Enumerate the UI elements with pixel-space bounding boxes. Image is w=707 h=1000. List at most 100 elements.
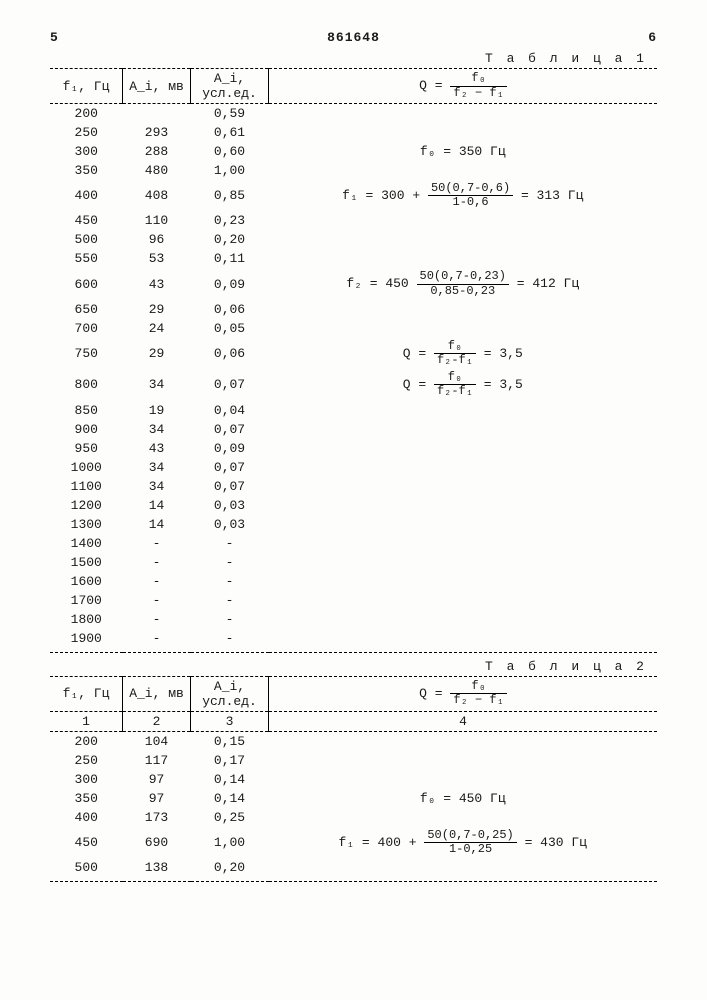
cell-a: 29 xyxy=(123,338,191,369)
table-row: 600430,09f₂ = 450 50(0,7-0,23)0,85-0,23 … xyxy=(50,268,657,299)
cell-f: 650 xyxy=(50,300,123,319)
cell-a: 43 xyxy=(123,439,191,458)
cell-f: 450 xyxy=(50,827,123,858)
cell-au: 0,17 xyxy=(191,751,269,770)
cell-a: - xyxy=(123,629,191,648)
data-table-2: f₁, ГцA_i, мвA_i,усл.ед.Q = f₀f₂ − f₁123… xyxy=(50,676,657,882)
cell-au: 0,09 xyxy=(191,439,269,458)
cell-au: 0,05 xyxy=(191,319,269,338)
cell-f: 1700 xyxy=(50,591,123,610)
cell-a: - xyxy=(123,572,191,591)
cell-formula xyxy=(269,211,658,230)
cell-a: 14 xyxy=(123,496,191,515)
subcol-1: 1 xyxy=(50,711,123,731)
cell-au: 0,03 xyxy=(191,496,269,515)
cell-a: 53 xyxy=(123,249,191,268)
table-row: 1200140,03 xyxy=(50,496,657,515)
cell-formula xyxy=(269,300,658,319)
cell-au: - xyxy=(191,591,269,610)
cell-au: 0,07 xyxy=(191,420,269,439)
col-f: f₁, Гц xyxy=(50,69,123,104)
cell-au: 0,06 xyxy=(191,338,269,369)
table-row: 1500-- xyxy=(50,553,657,572)
cell-f: 350 xyxy=(50,789,123,808)
cell-a: 34 xyxy=(123,420,191,439)
table-row: 1300140,03 xyxy=(50,515,657,534)
cell-formula: f₁ = 400 + 50(0,7-0,25)1-0,25 = 430 Гц xyxy=(269,827,658,858)
cell-formula: Q = f₀f₂-f₁ = 3,5 xyxy=(269,369,658,400)
cell-f: 300 xyxy=(50,770,123,789)
cell-au: 0,60 xyxy=(191,142,269,161)
cell-a: 293 xyxy=(123,123,191,142)
table-row: 750290,06Q = f₀f₂-f₁ = 3,5 xyxy=(50,338,657,369)
cell-formula xyxy=(269,123,658,142)
col-q: Q = f₀f₂ − f₁ xyxy=(269,69,658,104)
cell-formula xyxy=(269,319,658,338)
cell-f: 350 xyxy=(50,161,123,180)
cell-formula xyxy=(269,401,658,420)
subcol-2: 2 xyxy=(123,711,191,731)
cell-au: 0,07 xyxy=(191,369,269,400)
page-right: 6 xyxy=(648,30,657,45)
table-row: 2501170,17 xyxy=(50,751,657,770)
cell-f: 1100 xyxy=(50,477,123,496)
cell-formula xyxy=(269,477,658,496)
table-row: 650290,06 xyxy=(50,300,657,319)
cell-f: 1800 xyxy=(50,610,123,629)
cell-f: 950 xyxy=(50,439,123,458)
cell-formula xyxy=(269,770,658,789)
cell-formula xyxy=(269,458,658,477)
cell-a: 288 xyxy=(123,142,191,161)
table-caption: Т а б л и ц а 2 xyxy=(50,659,647,674)
table-row: 2001040,15 xyxy=(50,731,657,751)
cell-formula xyxy=(269,553,658,572)
table-row: 2502930,61 xyxy=(50,123,657,142)
data-table-1: f₁, ГцA_i, мвA_i,усл.ед.Q = f₀f₂ − f₁200… xyxy=(50,68,657,653)
cell-au: - xyxy=(191,534,269,553)
page-header: 5 861648 6 xyxy=(50,30,657,45)
cell-a: - xyxy=(123,553,191,572)
table-row: 1600-- xyxy=(50,572,657,591)
table-row: 950430,09 xyxy=(50,439,657,458)
cell-au: 0,61 xyxy=(191,123,269,142)
cell-f: 450 xyxy=(50,211,123,230)
cell-au: 0,23 xyxy=(191,211,269,230)
cell-f: 200 xyxy=(50,731,123,751)
cell-a: 104 xyxy=(123,731,191,751)
table-row: 4506901,00f₁ = 400 + 50(0,7-0,25)1-0,25 … xyxy=(50,827,657,858)
cell-formula xyxy=(269,808,658,827)
table-row: 350970,14f₀ = 450 Гц xyxy=(50,789,657,808)
cell-au: 0,09 xyxy=(191,268,269,299)
cell-f: 250 xyxy=(50,123,123,142)
cell-f: 1900 xyxy=(50,629,123,648)
cell-f: 250 xyxy=(50,751,123,770)
cell-a: 29 xyxy=(123,300,191,319)
page-left: 5 xyxy=(50,30,59,45)
cell-f: 400 xyxy=(50,180,123,211)
table-row: 850190,04 xyxy=(50,401,657,420)
cell-au: - xyxy=(191,572,269,591)
cell-au: 0,14 xyxy=(191,789,269,808)
cell-au: 0,85 xyxy=(191,180,269,211)
cell-au: - xyxy=(191,629,269,648)
cell-f: 500 xyxy=(50,858,123,877)
col-au: A_i,усл.ед. xyxy=(191,676,269,711)
col-f: f₁, Гц xyxy=(50,676,123,711)
cell-a: - xyxy=(123,591,191,610)
table-row: 500960,20 xyxy=(50,230,657,249)
cell-a: 43 xyxy=(123,268,191,299)
cell-au: 0,20 xyxy=(191,230,269,249)
cell-a: - xyxy=(123,610,191,629)
cell-f: 550 xyxy=(50,249,123,268)
cell-f: 400 xyxy=(50,808,123,827)
table-row: 1800-- xyxy=(50,610,657,629)
cell-a: 97 xyxy=(123,770,191,789)
cell-a: 34 xyxy=(123,477,191,496)
cell-a: 97 xyxy=(123,789,191,808)
cell-f: 850 xyxy=(50,401,123,420)
cell-f: 800 xyxy=(50,369,123,400)
col-a: A_i, мв xyxy=(123,676,191,711)
table-row: 5001380,20 xyxy=(50,858,657,877)
cell-a: 138 xyxy=(123,858,191,877)
cell-formula: f₀ = 350 Гц xyxy=(269,142,658,161)
